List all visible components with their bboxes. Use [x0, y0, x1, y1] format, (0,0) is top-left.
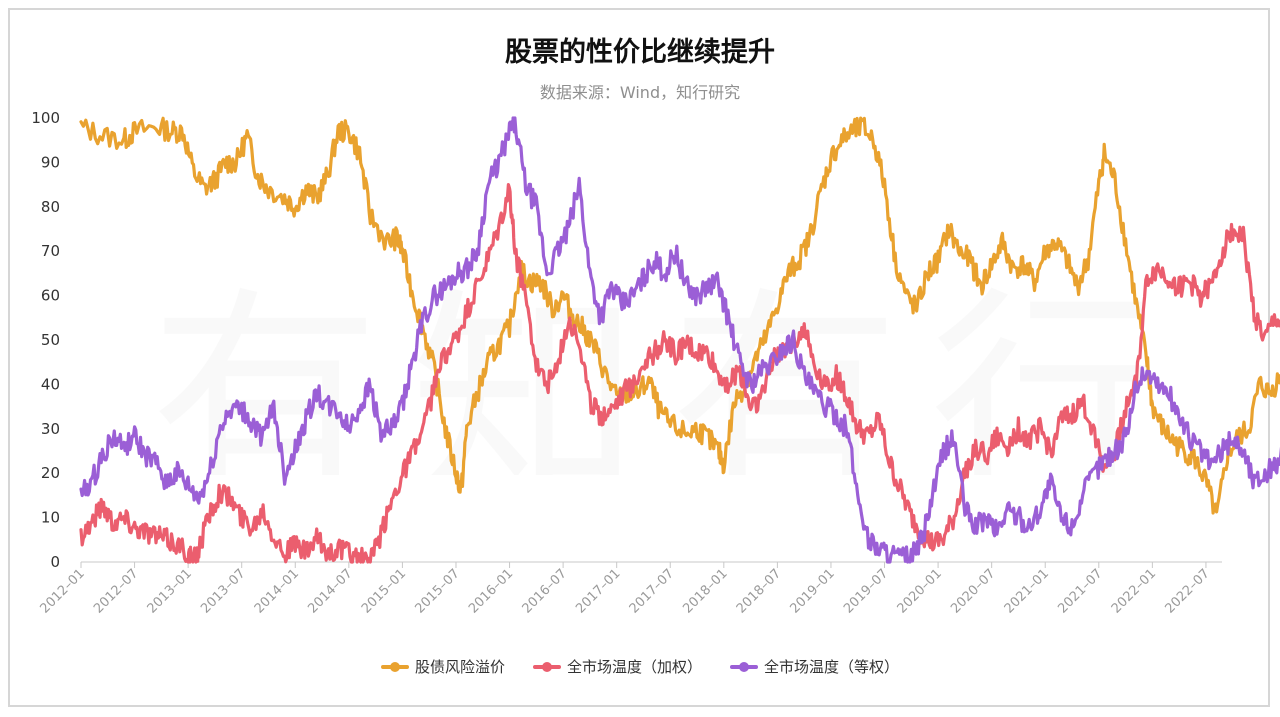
x-tick-label: 2020–07 — [948, 566, 998, 616]
y-tick-label: 80 — [41, 198, 60, 216]
x-tick-label: 2014–01 — [252, 566, 302, 616]
y-tick-label: 30 — [41, 420, 60, 438]
chart-title: 股票的性价比继续提升 — [505, 37, 775, 68]
x-tick-label: 2022–07 — [1162, 566, 1212, 616]
y-tick-label: 20 — [41, 464, 60, 482]
legend-item-equity-bond-premium[interactable]: 股债风险溢价 — [380, 656, 505, 677]
x-tick-label: 2012–07 — [91, 566, 141, 616]
legend-label: 全市场温度（加权） — [566, 658, 702, 676]
y-tick-label: 70 — [41, 242, 60, 260]
x-tick-label: 2018–01 — [680, 566, 730, 616]
x-tick-label: 2014–07 — [305, 566, 355, 616]
x-tick-label: 2015–01 — [359, 566, 409, 616]
x-tick-label: 2012–01 — [38, 566, 88, 616]
x-tick-label: 2019–01 — [787, 566, 837, 616]
x-tick-label: 2013–01 — [145, 566, 195, 616]
x-tick-label: 2017–07 — [627, 566, 677, 616]
y-tick-label: 100 — [31, 109, 60, 127]
series-line-0 — [79, 116, 1280, 515]
legend-item-weighted-temperature[interactable]: 全市场温度（加权） — [532, 656, 702, 677]
chart-lines — [79, 116, 1280, 564]
chart-frame — [8, 8, 1270, 707]
x-tick-label: 2019–07 — [841, 566, 891, 616]
y-tick-label: 40 — [41, 375, 60, 393]
x-tick-label: 2017–01 — [573, 566, 623, 616]
chart-subtitle: 数据来源：Wind，知行研究 — [539, 83, 741, 102]
x-tick-label: 2016–07 — [520, 566, 570, 616]
chart-legend: 股债风险溢价 全市场温度（加权） 全市场温度（等权） — [0, 656, 1280, 677]
y-tick-label: 0 — [50, 553, 60, 571]
y-tick-label: 90 — [41, 153, 60, 171]
x-tick-label: 2016–01 — [466, 566, 516, 616]
x-tick-label: 2018–07 — [734, 566, 784, 616]
legend-item-equal-weight-temperature[interactable]: 全市场温度（等权） — [730, 656, 899, 677]
x-tick-label: 2021–07 — [1055, 566, 1105, 616]
legend-swatch-weighted-temperature — [532, 661, 561, 672]
series-line-2 — [79, 116, 1280, 564]
y-tick-label: 50 — [41, 331, 60, 349]
y-tick-label: 60 — [41, 287, 60, 305]
legend-label: 全市场温度（等权） — [764, 658, 900, 676]
x-tick-label: 2020–01 — [895, 566, 945, 616]
x-tick-label: 2013–07 — [198, 566, 248, 616]
y-tick-label: 10 — [41, 509, 60, 527]
x-tick-label: 2022–01 — [1109, 566, 1159, 616]
legend-swatch-equity-bond-premium — [380, 661, 409, 672]
legend-swatch-equal-weight-temperature — [730, 661, 758, 672]
x-tick-label: 2015–07 — [413, 566, 463, 616]
x-tick-label: 2021–01 — [1002, 566, 1052, 616]
legend-label: 股债风险溢价 — [414, 658, 505, 676]
series-line-1 — [79, 183, 1280, 564]
